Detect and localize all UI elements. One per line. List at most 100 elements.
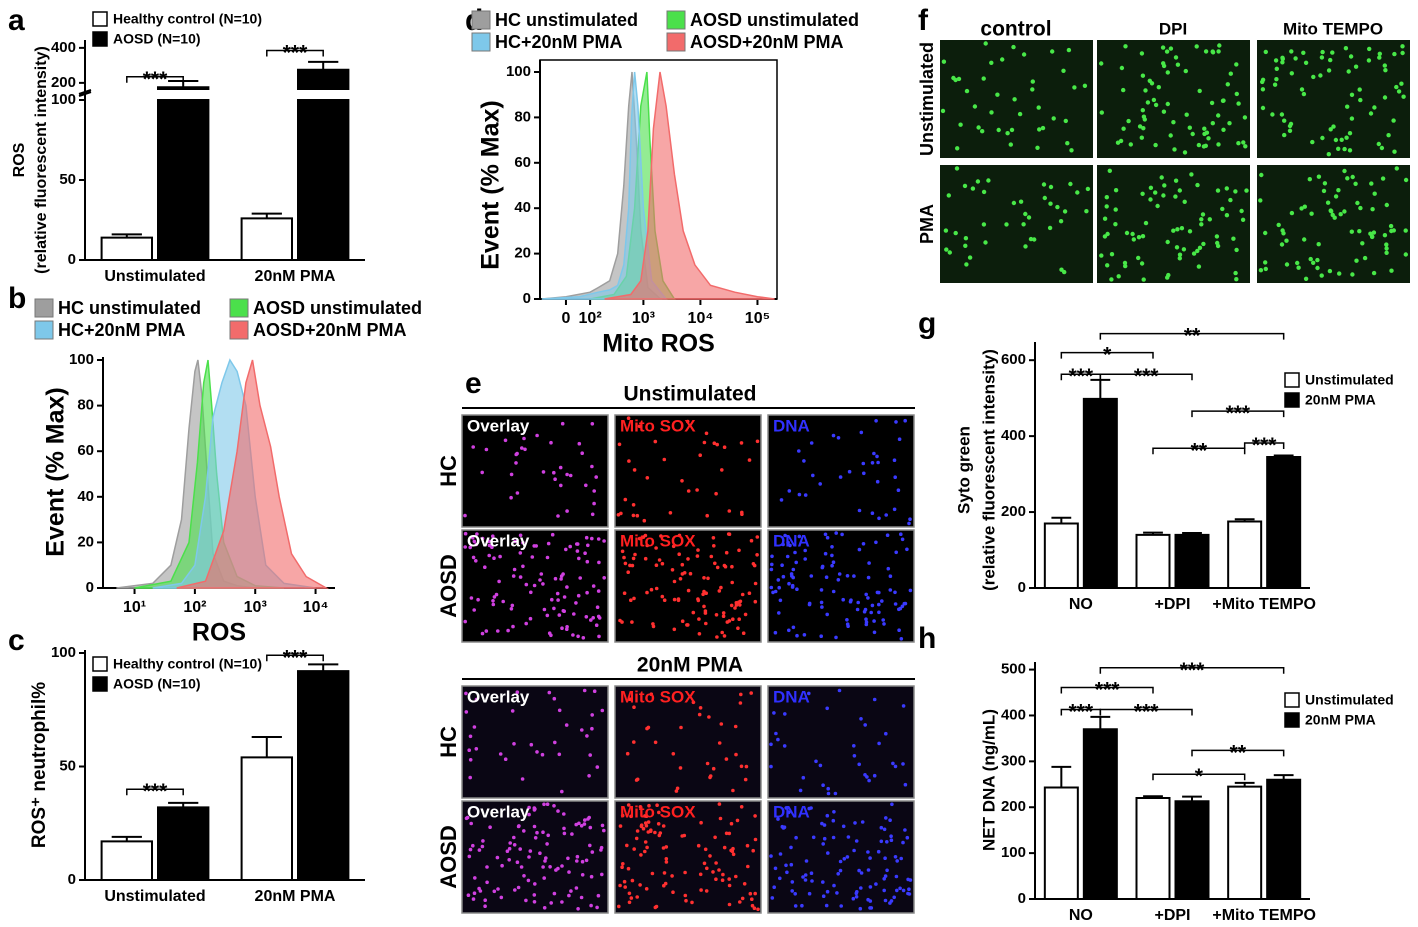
cell-dot	[575, 542, 580, 546]
cell-dot	[561, 609, 566, 613]
cell-dot	[544, 856, 548, 860]
cell-dot	[591, 584, 596, 588]
cell-dot	[512, 835, 516, 840]
cell-dot	[956, 76, 962, 82]
cell-dot	[576, 593, 581, 598]
cell-dot	[894, 420, 898, 424]
cell-dot	[1136, 255, 1141, 261]
cell-dot	[656, 822, 661, 826]
cell-dot	[790, 889, 794, 893]
cell-dot	[1368, 111, 1374, 116]
cell-dot	[885, 840, 889, 844]
error-bar	[1090, 715, 1111, 730]
cell-dot	[964, 262, 969, 267]
micrograph	[767, 685, 915, 799]
cell-dot	[483, 904, 487, 908]
cell-dot	[711, 870, 715, 874]
cell-dot	[1004, 222, 1009, 227]
bar	[1266, 778, 1302, 900]
cell-dot	[1325, 200, 1331, 205]
cell-dot	[1215, 188, 1221, 193]
cell-dot	[1234, 91, 1240, 97]
cell-dot	[1216, 142, 1221, 147]
cell-dot	[1392, 149, 1397, 154]
cell-dot	[643, 556, 648, 561]
cell-dot	[1164, 49, 1170, 54]
cell-dot	[771, 590, 775, 595]
cell-dot	[532, 544, 536, 548]
cell-dot	[518, 575, 523, 579]
cell-dot	[903, 782, 908, 787]
y-tick-label: 40	[514, 199, 531, 216]
cell-dot	[1139, 51, 1145, 56]
cell-dot	[503, 757, 508, 761]
cell-dot	[574, 822, 578, 827]
cell-dot	[777, 585, 781, 590]
legend-swatch	[34, 320, 54, 340]
cell-dot	[485, 880, 489, 885]
cell-dot	[627, 459, 631, 463]
cell-dot	[793, 892, 797, 896]
cell-dot	[588, 843, 592, 848]
cell-dot	[578, 576, 582, 580]
cell-dot	[463, 619, 468, 624]
cell-dot	[819, 588, 824, 592]
cell-dot	[1063, 118, 1069, 124]
error-bar	[308, 663, 339, 672]
cell-dot	[1165, 101, 1171, 107]
cell-dot	[730, 580, 734, 585]
cell-dot	[1241, 140, 1246, 145]
cell-dot	[981, 222, 987, 227]
cell-dot	[1233, 270, 1238, 276]
cell-dot	[677, 533, 682, 538]
cell-dot	[1122, 260, 1128, 266]
cell-dot	[562, 595, 567, 599]
bar	[240, 756, 293, 881]
cell-dot	[623, 497, 628, 502]
cell-dot	[695, 554, 700, 558]
cell-dot	[892, 458, 897, 463]
cell-dot	[1244, 188, 1249, 193]
cell-dot	[1113, 222, 1118, 227]
cell-dot	[529, 590, 533, 595]
cell-dot	[738, 603, 742, 607]
cell-dot	[1203, 49, 1209, 54]
cell-dot	[800, 903, 804, 908]
cell-dot	[963, 243, 968, 248]
cell-dot	[642, 518, 647, 523]
cell-dot	[1221, 127, 1226, 132]
cell-dot	[1175, 227, 1180, 232]
x-tick-label: 20nM PMA	[255, 888, 336, 905]
cell-dot	[996, 127, 1001, 133]
cell-dot	[463, 545, 468, 549]
channel-label: DNA	[773, 687, 810, 706]
cell-dot	[517, 824, 521, 828]
cell-dot	[857, 868, 861, 873]
bar	[240, 217, 293, 261]
cell-dot	[793, 904, 798, 908]
cell-dot	[533, 836, 538, 840]
cell-dot	[731, 852, 736, 857]
cell-dot	[830, 553, 834, 558]
cell-dot	[1082, 83, 1088, 89]
cell-dot	[538, 578, 542, 582]
cell-dot	[685, 623, 689, 627]
cell-dot	[712, 441, 717, 446]
cell-dot	[1069, 148, 1074, 153]
cell-dot	[528, 849, 533, 853]
cell-dot	[587, 774, 591, 778]
cell-dot	[518, 533, 523, 538]
cell-dot	[1346, 69, 1351, 74]
cell-dot	[1343, 46, 1349, 51]
cell-dot	[629, 814, 633, 819]
cell-dot	[875, 479, 880, 484]
cell-dot	[1214, 234, 1220, 239]
cell-dot	[1210, 49, 1215, 54]
cell-dot	[1372, 105, 1377, 110]
y-axis-label: Event (% Max)	[42, 387, 70, 556]
significance-label: ***	[143, 780, 168, 803]
cell-dot	[1394, 166, 1400, 171]
cell-dot	[1231, 236, 1236, 241]
cell-dot	[565, 509, 569, 513]
